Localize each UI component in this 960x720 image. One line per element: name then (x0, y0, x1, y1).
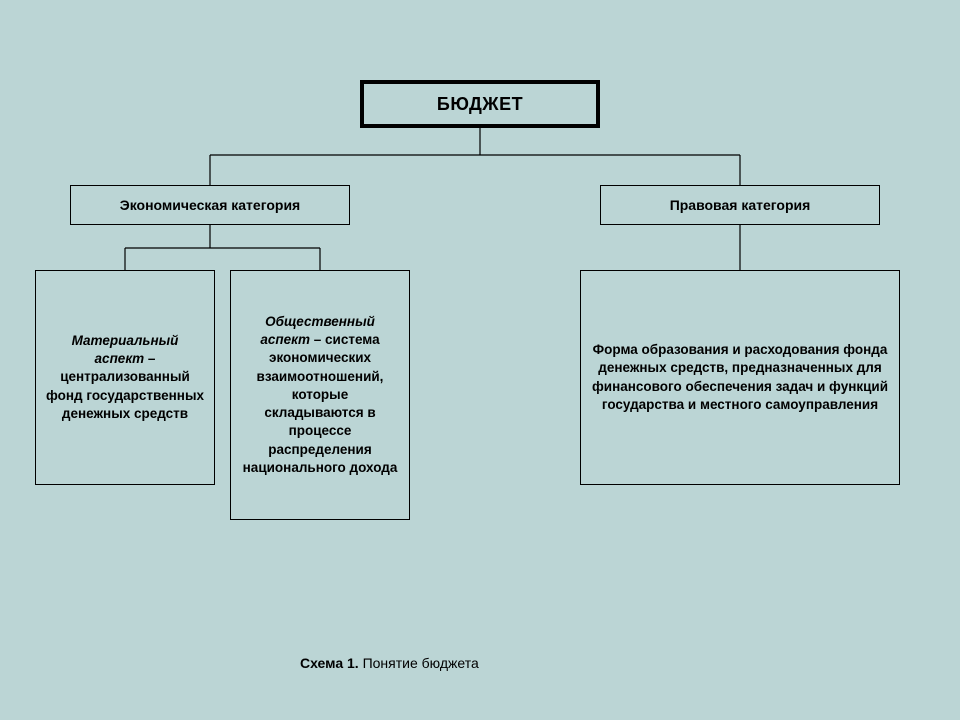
category-legal: Правовая категория (600, 185, 880, 225)
leaf-legal-form: Форма образования и расходования фонда д… (580, 270, 900, 485)
caption-rest: Понятие бюджета (359, 655, 479, 671)
leaf-social: Общественный аспект – система экономичес… (230, 270, 410, 520)
leaf-social-text: Общественный аспект – система экономичес… (241, 313, 399, 477)
figure-caption: Схема 1. Понятие бюджета (300, 655, 479, 671)
leaf-legal-text: Форма образования и расходования фонда д… (591, 341, 889, 414)
leaf-material-em: Материальный аспект (72, 333, 179, 366)
category-economic-label: Экономическая категория (120, 196, 300, 215)
root-label: БЮДЖЕТ (437, 92, 523, 116)
leaf-material-text: Материальный аспект – централизованный ф… (46, 332, 204, 423)
category-legal-label: Правовая категория (670, 196, 811, 215)
category-economic: Экономическая категория (70, 185, 350, 225)
leaf-material: Материальный аспект – централизованный ф… (35, 270, 215, 485)
caption-bold: Схема 1. (300, 655, 359, 671)
leaf-social-plain: – система экономических взаимоотношений,… (243, 332, 398, 475)
root-node: БЮДЖЕТ (360, 80, 600, 128)
